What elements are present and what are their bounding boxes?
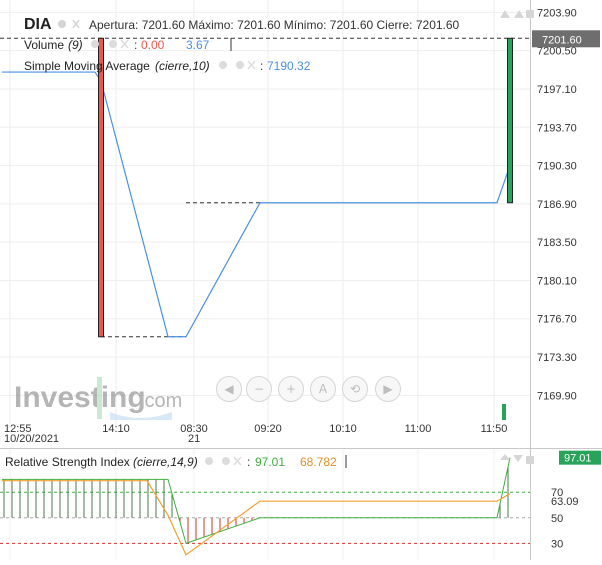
time-tick-label: 12:55 [4, 423, 32, 435]
right-arrow-icon: ▶ [383, 382, 393, 396]
zoom-in-icon: + [285, 382, 297, 396]
watermark: Investing .com [14, 377, 182, 420]
zoom-in-button[interactable]: + [278, 376, 304, 402]
price-tick-label: 7190.30 [537, 161, 577, 173]
time-tick-label: 09:20 [254, 423, 282, 435]
price-tick-label: 7169.90 [537, 390, 577, 402]
time-tick-label: 11:00 [405, 423, 432, 435]
volume-separator: : [134, 38, 137, 52]
maximize-icon [526, 10, 534, 18]
arrow-down-icon [513, 455, 523, 462]
scroll-left-button[interactable]: ◀ [216, 376, 242, 402]
rsi-tick-label: 50 [551, 513, 563, 525]
auto-icon: A [318, 382, 328, 396]
eye-icon [205, 457, 213, 465]
rsi-tick-label: 30 [551, 538, 563, 550]
zoom-out-icon: − [253, 382, 265, 396]
volume-bar [502, 404, 506, 420]
scroll-right-button[interactable]: ▶ [375, 376, 401, 402]
time-tick-label: 11:50 [481, 423, 508, 435]
symbol-label: DIA [24, 16, 52, 33]
rsi-line [2, 457, 511, 545]
settings-icon [222, 457, 230, 465]
price-tick-label: 7197.10 [537, 84, 577, 96]
rsi-current-badge [559, 450, 601, 465]
time-tick-label: 08:30 [180, 423, 208, 435]
eye-icon [91, 40, 99, 48]
price-tick-label: 7186.90 [537, 199, 577, 211]
zoom-out-button[interactable]: − [246, 376, 272, 402]
watermark-suffix: .com [139, 390, 182, 412]
watermark-bar-icon [97, 377, 102, 419]
rsi-tick-label: 70 [551, 487, 563, 499]
legend-controls [58, 19, 80, 29]
rsi-legend: Relative Strength Index (cierre,14,9) : … [5, 455, 347, 469]
eye-icon [219, 61, 227, 69]
rsi-value-2: 68.782 [300, 455, 337, 469]
price-tick-label: 7193.70 [537, 122, 577, 134]
volume-label: Volume [24, 38, 64, 52]
rsi-signal-line [2, 480, 511, 556]
volume-value-2: 3.67 [186, 38, 210, 52]
rsi-value-1: 97.01 [255, 455, 285, 469]
arrow-up-icon [500, 454, 510, 460]
candle-up[interactable] [507, 37, 513, 204]
close-icon [247, 60, 256, 70]
reset-button[interactable]: ⟲ [342, 376, 368, 402]
candle-down[interactable] [98, 37, 104, 338]
reset-icon: ⟲ [349, 382, 361, 396]
price-tick-label: 7180.10 [537, 275, 577, 287]
sma-label: Simple Moving Average [24, 59, 150, 73]
sma-param: (cierre,10) [155, 59, 210, 73]
auto-scale-button[interactable]: A [310, 376, 336, 402]
time-tick-label: 10:10 [329, 423, 357, 435]
close-icon [72, 19, 80, 29]
sma-value: 7190.32 [267, 59, 311, 73]
sma-separator: : [260, 59, 263, 73]
rsi-label: Relative Strength Index [5, 455, 130, 469]
price-tick-label: 7200.50 [537, 46, 577, 58]
rsi-separator: : [247, 455, 250, 469]
price-plot[interactable] [0, 37, 530, 420]
watermark-swoosh-icon [110, 412, 172, 420]
settings-icon [236, 61, 244, 69]
panel-controls[interactable] [500, 10, 534, 464]
rsi-tick-label: 63.09 [551, 496, 579, 508]
arrow-up-icon [514, 10, 524, 18]
settings-icon [109, 40, 117, 48]
time-tick-label: 14:10 [102, 423, 130, 435]
rsi-current-label: 97.01 [564, 453, 592, 465]
maximize-icon [526, 456, 534, 464]
current-price-badge [532, 30, 600, 48]
ohlc-text: Apertura: 7201.60 Máximo: 7201.60 Mínimo… [89, 18, 460, 32]
close-icon [120, 39, 129, 49]
current-price-label: 7201.60 [542, 34, 582, 46]
axes: 7203.90 7200.50 7197.10 7193.70 7190.30 7186.… [4, 7, 601, 550]
rsi-param: (cierre,14,9) [133, 455, 198, 469]
price-tick-label: 7176.70 [537, 314, 577, 326]
eye-icon [58, 20, 66, 28]
sma-line [2, 71, 511, 338]
volume-value-1: 0.00 [141, 38, 165, 52]
time-date-label: 10/20/2021 [4, 433, 59, 445]
price-legend: DIA Apertura: 7201.60 Máximo: 7201.60 Mí… [24, 16, 460, 73]
price-tick-label: 7173.30 [537, 352, 577, 364]
volume-param: (9) [68, 38, 83, 52]
close-icon [233, 456, 242, 466]
price-tick-label: 7203.90 [537, 7, 577, 19]
rsi-plot[interactable] [0, 457, 530, 556]
price-tick-label: 7183.50 [537, 237, 577, 249]
left-arrow-icon: ◀ [224, 382, 234, 396]
arrow-up-icon [500, 10, 510, 18]
time-date-label: 21 [188, 433, 200, 445]
watermark-text: Investing [14, 381, 146, 414]
